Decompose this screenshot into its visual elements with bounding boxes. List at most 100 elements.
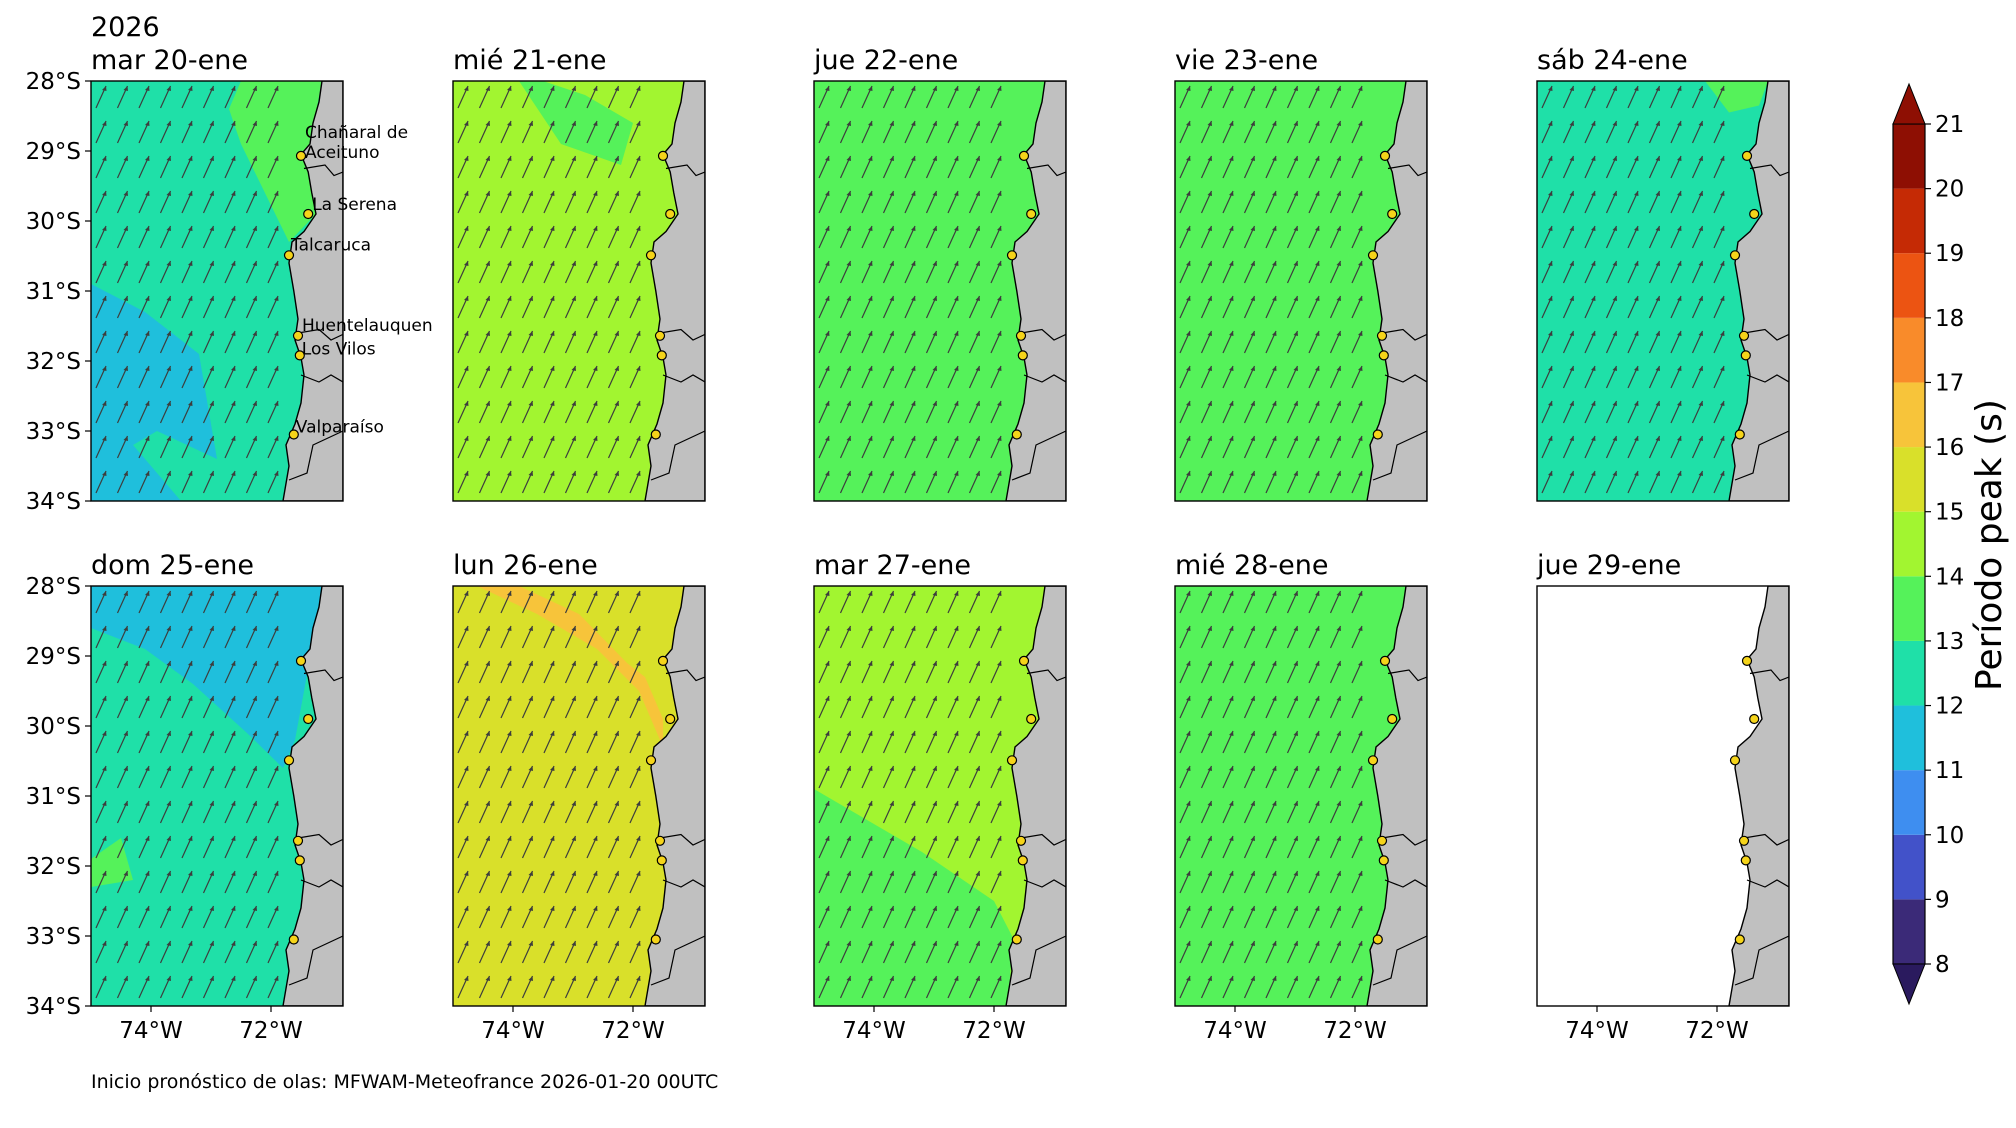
arrow-head: [1186, 436, 1191, 441]
arrow-head: [209, 261, 214, 266]
arrow-head: [1358, 766, 1363, 771]
arrow-head: [188, 871, 193, 876]
arrow-head: [1655, 471, 1660, 476]
arrow-head: [614, 261, 619, 266]
location-marker: [654, 330, 666, 341]
arrow-head: [1720, 261, 1725, 266]
lat-tick-label: 28°S: [26, 69, 81, 95]
panel-map-area: [91, 81, 343, 501]
arrow-head: [1612, 331, 1617, 336]
location-marker: [1729, 755, 1741, 766]
arrow-head: [593, 156, 598, 161]
location-marker: [1015, 330, 1027, 341]
arrow-head: [485, 626, 490, 631]
arrow-head: [102, 261, 107, 266]
arrow-head: [1293, 801, 1298, 806]
arrow-head: [1548, 156, 1553, 161]
arrow-head: [825, 86, 830, 91]
wave-direction-arrows: [95, 85, 279, 494]
arrow-head: [571, 766, 576, 771]
arrow-head: [846, 121, 851, 126]
arrow-head: [932, 626, 937, 631]
arrow-head: [528, 731, 533, 736]
arrow-head: [1612, 366, 1617, 371]
arrow-head: [123, 696, 128, 701]
location-marker: [1379, 150, 1391, 162]
arrow-head: [1272, 836, 1277, 841]
region-border: [1023, 374, 1066, 383]
arrow-head: [1250, 731, 1255, 736]
arrow-head: [145, 331, 150, 336]
arrow-head: [528, 591, 533, 596]
arrow-head: [1272, 86, 1277, 91]
arrow-head: [889, 226, 894, 231]
location-marker: [1017, 350, 1028, 361]
arrow-head: [614, 401, 619, 406]
arrow-head: [954, 226, 959, 231]
arrow-head: [485, 731, 490, 736]
arrow-head: [932, 696, 937, 701]
arrow-head: [868, 156, 873, 161]
arrow-head: [102, 731, 107, 736]
arrow-head: [1677, 191, 1682, 196]
arrow-head: [485, 471, 490, 476]
arrow-head: [528, 696, 533, 701]
arrow-head: [889, 191, 894, 196]
arrow-head: [868, 331, 873, 336]
arrow-head: [1186, 366, 1191, 371]
arrow-head: [231, 591, 236, 596]
arrow-head: [209, 766, 214, 771]
arrow-head: [507, 401, 512, 406]
arrow-head: [123, 296, 128, 301]
arrow-head: [1207, 941, 1212, 946]
location-marker: [1741, 655, 1753, 667]
arrow-head: [166, 331, 171, 336]
arrow-head: [188, 801, 193, 806]
colorbar-tick-label: 8: [1935, 952, 1950, 978]
arrow-head: [1315, 766, 1320, 771]
arrow-head: [209, 906, 214, 911]
colorbar-band: [1893, 770, 1925, 835]
arrow-head: [507, 731, 512, 736]
arrow-head: [166, 941, 171, 946]
arrow-head: [975, 296, 980, 301]
region-border: [300, 879, 343, 888]
arrow-head: [1698, 366, 1703, 371]
arrow-head: [954, 871, 959, 876]
arrow-head: [593, 906, 598, 911]
arrow-head: [614, 976, 619, 981]
arrow-head: [846, 331, 851, 336]
panel-frame: [452, 80, 706, 502]
arrow-head: [550, 941, 555, 946]
arrow-head: [868, 191, 873, 196]
arrow-head: [1293, 626, 1298, 631]
arrow-head: [636, 696, 641, 701]
arrow-head: [1698, 86, 1703, 91]
arrow-head: [1634, 86, 1639, 91]
arrow-head: [1358, 191, 1363, 196]
arrow-head: [1315, 331, 1320, 336]
arrow-head: [593, 871, 598, 876]
arrow-head: [166, 261, 171, 266]
arrow-head: [911, 191, 916, 196]
arrow-head: [614, 696, 619, 701]
arrow-head: [975, 976, 980, 981]
location-marker: [1017, 855, 1028, 866]
arrow-head: [274, 121, 279, 126]
arrow-head: [1229, 836, 1234, 841]
arrow-head: [636, 731, 641, 736]
arrow-head: [1186, 836, 1191, 841]
arrow-head: [868, 226, 873, 231]
arrow-head: [975, 696, 980, 701]
arrow-head: [464, 626, 469, 631]
arrow-head: [636, 836, 641, 841]
arrow-head: [571, 626, 576, 631]
colorbar-tick-label: 13: [1935, 629, 1964, 655]
location-marker: [303, 208, 314, 220]
arrow-head: [614, 366, 619, 371]
arrow-head: [1186, 801, 1191, 806]
arrow-head: [911, 436, 916, 441]
arrow-head: [1272, 401, 1277, 406]
arrow-head: [889, 401, 894, 406]
